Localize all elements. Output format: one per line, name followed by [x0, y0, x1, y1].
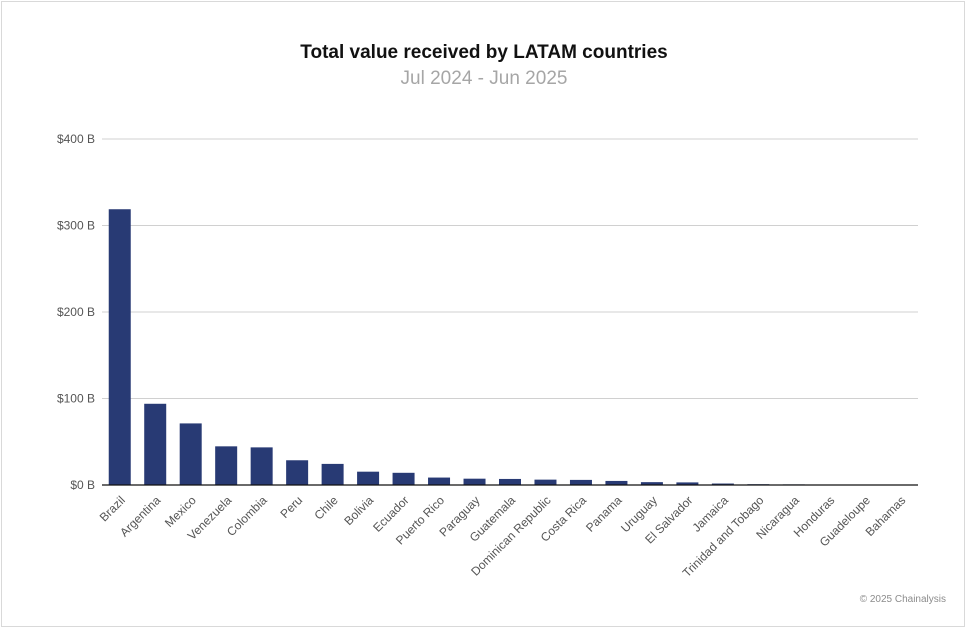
- y-axis-ticks: $0 B $100 B $200 B $300 B $400 B: [57, 132, 95, 492]
- bar-el-salvador: [676, 482, 699, 485]
- bar-panama: [605, 480, 628, 485]
- bar-costa-rica: [569, 479, 592, 485]
- bar-argentina: [144, 403, 167, 485]
- bar-ecuador: [392, 472, 415, 485]
- bar-mexico: [179, 423, 202, 485]
- x-tick-label: Brazil: [97, 493, 128, 524]
- bar-paraguay: [463, 478, 486, 485]
- chart-subtitle: Jul 2024 - Jun 2025: [400, 68, 568, 89]
- source-credit: © 2025 Chainalysis: [859, 594, 946, 605]
- chart-title: Total value received by LATAM countries: [300, 42, 668, 63]
- bar-jamaica: [711, 483, 734, 485]
- y-tick-label: $300 B: [57, 219, 95, 233]
- bar-uruguay: [640, 482, 663, 485]
- y-tick-label: $400 B: [57, 132, 95, 146]
- y-tick-label: $200 B: [57, 305, 95, 319]
- x-tick-label: Panama: [583, 493, 625, 535]
- bar-chile: [321, 463, 344, 485]
- bar-bolivia: [357, 471, 380, 485]
- bar-peru: [286, 460, 309, 485]
- gridlines: [102, 138, 918, 399]
- x-tick-label: Peru: [277, 493, 305, 521]
- bar-guatemala: [499, 478, 521, 485]
- x-tick-label: Chile: [311, 493, 340, 522]
- bar-venezuela: [215, 446, 238, 485]
- bar-brazil: [108, 209, 131, 485]
- bar-dominican-republic: [534, 479, 557, 485]
- bars: [108, 209, 912, 486]
- bar-puerto-rico: [428, 477, 451, 485]
- y-tick-label: $0 B: [70, 478, 95, 492]
- y-tick-label: $100 B: [57, 392, 95, 406]
- bar-colombia: [250, 447, 273, 485]
